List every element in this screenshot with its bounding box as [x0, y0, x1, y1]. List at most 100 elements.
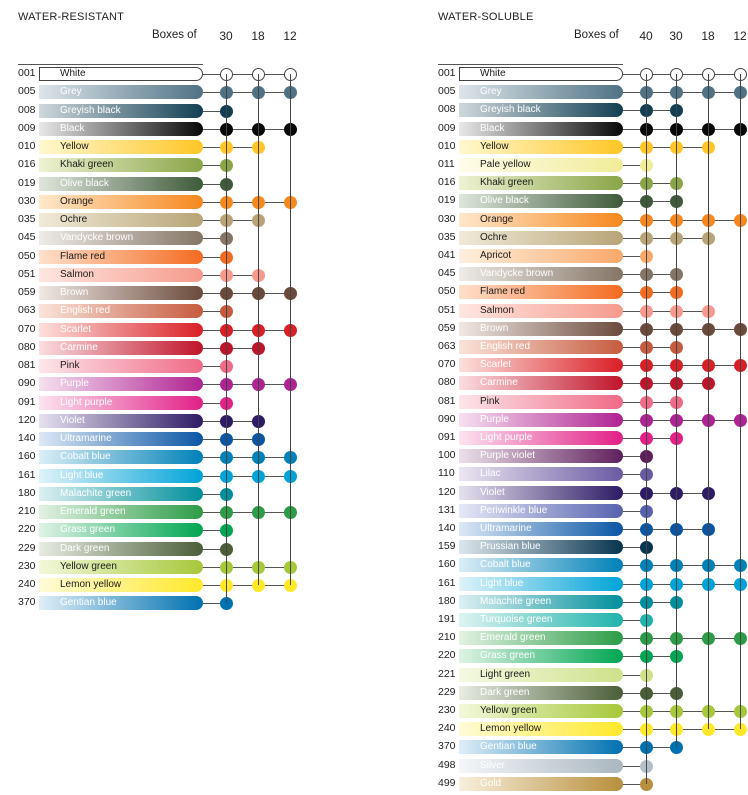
color-name: Lemon yellow	[480, 723, 542, 735]
color-code: 100	[438, 449, 456, 462]
color-name: Carmine	[480, 377, 518, 389]
color-code: 063	[438, 340, 456, 352]
color-code: 010	[438, 139, 456, 152]
color-swatch-bar	[39, 140, 203, 154]
color-swatch-bar	[459, 540, 623, 555]
color-code: 499	[438, 776, 456, 789]
color-code: 050	[18, 249, 36, 262]
color-code: 011	[438, 158, 455, 170]
color-name: English red	[60, 305, 111, 317]
color-row: 091 Light purple	[420, 430, 748, 448]
row-connector	[623, 383, 708, 385]
color-name: Ochre	[480, 231, 508, 243]
color-swatch-bar	[39, 249, 203, 264]
color-row: 019 Olive black	[420, 193, 748, 211]
color-code: 001	[18, 67, 36, 79]
row-connector	[203, 256, 226, 258]
color-swatch-bar	[39, 596, 203, 611]
color-name: Cobalt blue	[60, 451, 111, 463]
section-title: WATER-SOLUBLE	[438, 11, 534, 23]
row-connector	[203, 493, 226, 495]
water-resistant-section: WATER-RESISTANT Boxes of 30 18 12 001 Whi…	[0, 0, 320, 795]
color-code: 230	[438, 704, 456, 716]
color-name: Ultramarine	[480, 523, 532, 534]
color-name: Violet	[60, 414, 85, 426]
color-swatch-bar	[39, 413, 203, 428]
row-connector	[623, 456, 646, 458]
color-code: 059	[18, 286, 36, 298]
column-line	[708, 74, 709, 730]
color-code: 160	[438, 558, 456, 571]
color-name: Vandycke brown	[480, 268, 554, 280]
color-swatch-bar	[459, 358, 623, 373]
color-swatch-bar	[39, 450, 203, 465]
color-swatch-bar	[39, 231, 203, 246]
color-row: 016 Khaki green	[420, 175, 748, 193]
color-swatch-bar	[39, 559, 203, 574]
color-name: Lemon yellow	[60, 579, 122, 590]
color-code: 091	[18, 395, 36, 408]
color-name: Lilac	[480, 468, 501, 480]
color-name: Greyish black	[60, 104, 121, 116]
color-name: Emerald green	[60, 506, 126, 517]
color-name: Gentian blue	[60, 597, 117, 609]
color-code: 159	[438, 540, 456, 553]
row-connector	[623, 547, 646, 549]
color-name: Violet	[480, 486, 505, 498]
color-code: 191	[438, 613, 456, 625]
color-code: 161	[438, 576, 456, 589]
color-swatch-bar	[459, 503, 623, 518]
color-swatch-bar	[459, 613, 623, 627]
color-name: White	[60, 68, 86, 79]
color-row: 005 Grey	[420, 84, 748, 102]
color-row: 030 Orange	[0, 194, 330, 212]
color-name: Ultramarine	[60, 433, 112, 444]
color-swatch-bar	[39, 432, 203, 446]
color-swatch-bar	[459, 631, 623, 646]
row-connector	[203, 566, 290, 568]
color-row: 229 Dark green	[420, 685, 748, 703]
row-connector	[203, 74, 290, 75]
row-connector	[203, 110, 226, 112]
color-name: Pink	[60, 360, 80, 371]
row-connector	[203, 311, 226, 313]
color-code: 080	[438, 376, 456, 389]
color-row: 120 Violet	[0, 413, 330, 431]
color-code: 240	[438, 722, 456, 735]
color-row: 010 Yellow	[0, 139, 330, 157]
color-row: 180 Malachite green	[420, 594, 748, 612]
color-swatch-bar	[39, 359, 203, 373]
color-swatch-bar	[459, 667, 623, 682]
color-name: Cobalt blue	[480, 559, 531, 571]
color-swatch-bar	[459, 467, 623, 482]
color-name: Light purple	[60, 396, 113, 408]
color-swatch-bar	[459, 449, 623, 464]
section-title: WATER-RESISTANT	[18, 11, 125, 23]
color-row: 140 Ultramarine	[420, 521, 748, 539]
color-swatch-bar	[459, 67, 623, 81]
color-swatch-bar	[39, 121, 203, 136]
row-connector	[623, 765, 646, 767]
row-connector	[623, 529, 708, 530]
color-row: 059 Brown	[0, 285, 330, 303]
color-row: 019 Olive black	[0, 176, 330, 194]
color-code: 180	[438, 594, 456, 607]
color-code: 229	[438, 685, 456, 698]
color-code: 030	[18, 194, 36, 207]
color-row: 063 English red	[420, 339, 748, 357]
row-connector	[623, 310, 708, 312]
color-name: Yellow green	[480, 705, 537, 716]
color-name: Salmon	[480, 304, 514, 316]
color-code: 019	[438, 194, 456, 207]
color-code: 140	[18, 432, 36, 444]
color-swatch-bar	[459, 321, 623, 336]
color-row: 110 Lilac	[420, 466, 748, 484]
color-row: 030 Orange	[420, 212, 748, 230]
color-name: Dark green	[60, 542, 110, 554]
color-row: 221 Light green	[420, 667, 748, 685]
row-connector	[203, 128, 290, 130]
color-name: Flame red	[60, 250, 106, 262]
color-code: 180	[18, 486, 36, 499]
color-row: 011 Pale yellow	[420, 157, 748, 175]
color-swatch-bar	[39, 468, 203, 483]
